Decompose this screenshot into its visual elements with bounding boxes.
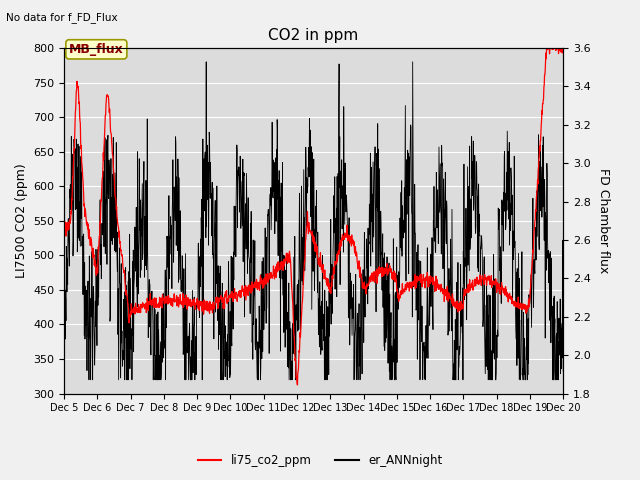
Title: CO2 in ppm: CO2 in ppm: [268, 28, 359, 43]
Legend: li75_co2_ppm, er_ANNnight: li75_co2_ppm, er_ANNnight: [193, 449, 447, 472]
Y-axis label: LI7500 CO2 (ppm): LI7500 CO2 (ppm): [15, 163, 28, 278]
Text: No data for f_FD_Flux: No data for f_FD_Flux: [6, 12, 118, 23]
Y-axis label: FD Chamber flux: FD Chamber flux: [597, 168, 611, 274]
Text: MB_flux: MB_flux: [69, 43, 124, 56]
